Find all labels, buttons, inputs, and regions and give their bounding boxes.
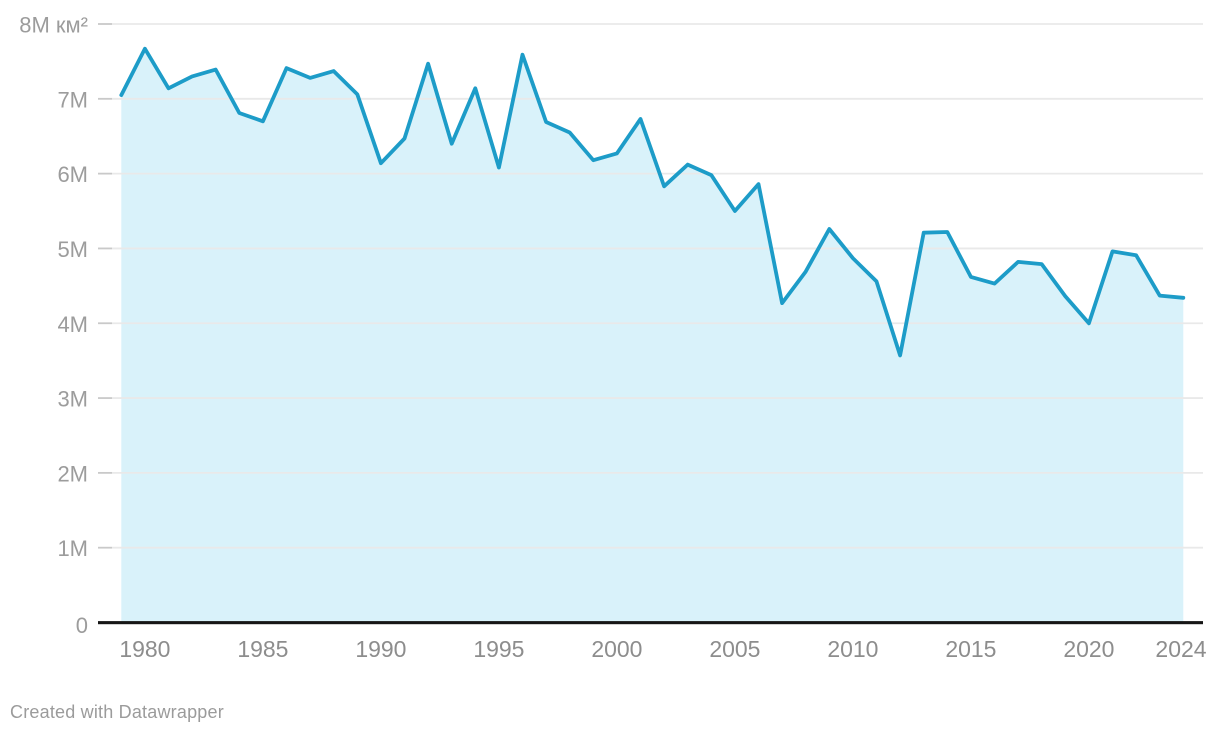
x-axis-label: 1995: [473, 636, 524, 662]
x-axis-label: 2010: [827, 636, 878, 662]
area-fill: [121, 48, 1184, 622]
y-axis-label: 0: [76, 613, 88, 638]
x-axis-label: 1985: [237, 636, 288, 662]
x-axis-line: [98, 621, 1203, 625]
y-axis-label: 4M: [57, 312, 88, 337]
x-axis-label: 2005: [709, 636, 760, 662]
x-axis-label: 2000: [591, 636, 642, 662]
x-axis-label: 2020: [1063, 636, 1114, 662]
datawrapper-attribution: Created with Datawrapper: [10, 702, 224, 722]
x-axis-label: 1990: [355, 636, 406, 662]
x-axis-label: 2015: [945, 636, 996, 662]
y-axis-label: 5M: [57, 237, 88, 262]
y-axis-label: 6M: [57, 162, 88, 187]
data-line: [119, 46, 1186, 358]
y-axis-label: 1M: [57, 536, 88, 561]
y-axis-label: 3M: [57, 387, 88, 412]
y-axis-label: 2M: [57, 461, 88, 486]
y-axis-label: 7M: [57, 87, 88, 112]
x-axis-label: 2024: [1155, 636, 1206, 662]
y-axis-label: 8M км²: [19, 13, 88, 38]
x-axis-label: 1980: [119, 636, 170, 662]
